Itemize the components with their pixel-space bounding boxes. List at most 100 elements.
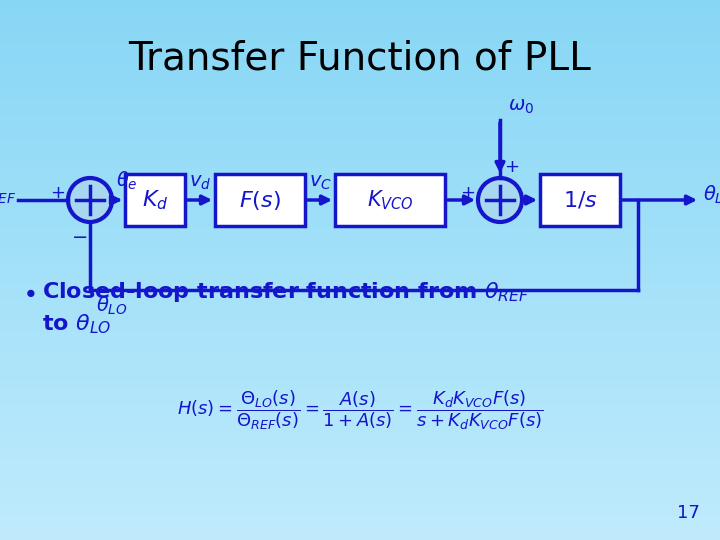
Bar (0, 416, 720, 418)
Bar (125, 174, 185, 226)
Bar (0, 32, 720, 35)
Bar (0, 364, 720, 367)
Bar (0, 192, 720, 194)
Bar (0, 57, 720, 59)
Bar (0, 202, 720, 205)
Bar (0, 402, 720, 405)
Bar (0, 367, 720, 370)
Bar (0, 505, 720, 508)
Bar (0, 8, 720, 11)
Bar (0, 216, 720, 219)
Bar (0, 532, 720, 535)
Bar (0, 219, 720, 221)
Bar (0, 159, 720, 162)
Bar (0, 5, 720, 8)
Bar (0, 305, 720, 308)
Bar (0, 510, 720, 513)
Bar (0, 148, 720, 151)
Bar (0, 483, 720, 486)
Bar (0, 446, 720, 448)
Bar (0, 370, 720, 373)
Bar (0, 440, 720, 443)
Text: $v_C$: $v_C$ (309, 173, 332, 192)
Bar (0, 324, 720, 327)
Bar (0, 308, 720, 310)
Text: 17: 17 (677, 504, 700, 522)
Bar (0, 359, 720, 362)
Bar (0, 38, 720, 40)
Bar (0, 151, 720, 154)
Bar (0, 332, 720, 335)
Bar (0, 94, 720, 97)
Bar (0, 146, 720, 148)
Bar (0, 443, 720, 445)
Bar (0, 138, 720, 140)
Bar (0, 373, 720, 375)
Bar (0, 200, 720, 202)
Bar (0, 292, 720, 294)
Bar (0, 227, 720, 229)
Bar (0, 526, 720, 529)
Bar (0, 143, 720, 146)
Bar (0, 375, 720, 378)
Bar (335, 174, 445, 226)
Bar (0, 92, 720, 94)
Bar (0, 435, 720, 437)
Text: $-$: $-$ (71, 226, 87, 245)
Bar (0, 130, 720, 132)
Bar (0, 73, 720, 76)
Text: $+$: $+$ (460, 184, 475, 202)
Bar (0, 297, 720, 300)
Bar (0, 472, 720, 475)
Bar (0, 262, 720, 265)
Bar (0, 248, 720, 251)
Bar (0, 178, 720, 181)
Bar (0, 397, 720, 400)
Bar (0, 489, 720, 491)
Bar (0, 424, 720, 427)
Bar (0, 46, 720, 49)
Bar (0, 516, 720, 518)
Bar (0, 194, 720, 197)
Text: $\theta_e$: $\theta_e$ (116, 170, 138, 192)
Bar (0, 70, 720, 73)
Bar (0, 35, 720, 38)
Bar (0, 454, 720, 456)
Bar (0, 429, 720, 432)
Bar (0, 481, 720, 483)
Bar (0, 437, 720, 440)
Bar (0, 421, 720, 424)
Bar (0, 413, 720, 416)
Bar (0, 86, 720, 89)
Bar (0, 270, 720, 273)
Text: $\bullet$: $\bullet$ (22, 280, 35, 304)
Bar (0, 116, 720, 119)
Text: $\theta_{LO}$: $\theta_{LO}$ (96, 295, 127, 318)
Bar (0, 294, 720, 297)
Bar (0, 256, 720, 259)
Bar (0, 389, 720, 392)
Bar (0, 502, 720, 505)
Bar (0, 494, 720, 497)
Circle shape (478, 178, 522, 222)
Bar (0, 176, 720, 178)
Bar (0, 278, 720, 281)
Bar (0, 327, 720, 329)
Bar (0, 508, 720, 510)
Text: $K_{VCO}$: $K_{VCO}$ (366, 188, 413, 212)
Bar (0, 208, 720, 211)
Bar (0, 221, 720, 224)
Bar (0, 167, 720, 170)
Bar (0, 275, 720, 278)
Bar (0, 348, 720, 351)
Bar (0, 49, 720, 51)
Bar (0, 408, 720, 410)
Bar (0, 189, 720, 192)
Bar (0, 62, 720, 65)
Bar (0, 51, 720, 54)
Bar (0, 418, 720, 421)
Bar (0, 497, 720, 500)
Bar (0, 456, 720, 459)
Bar (0, 267, 720, 270)
Bar (0, 356, 720, 359)
